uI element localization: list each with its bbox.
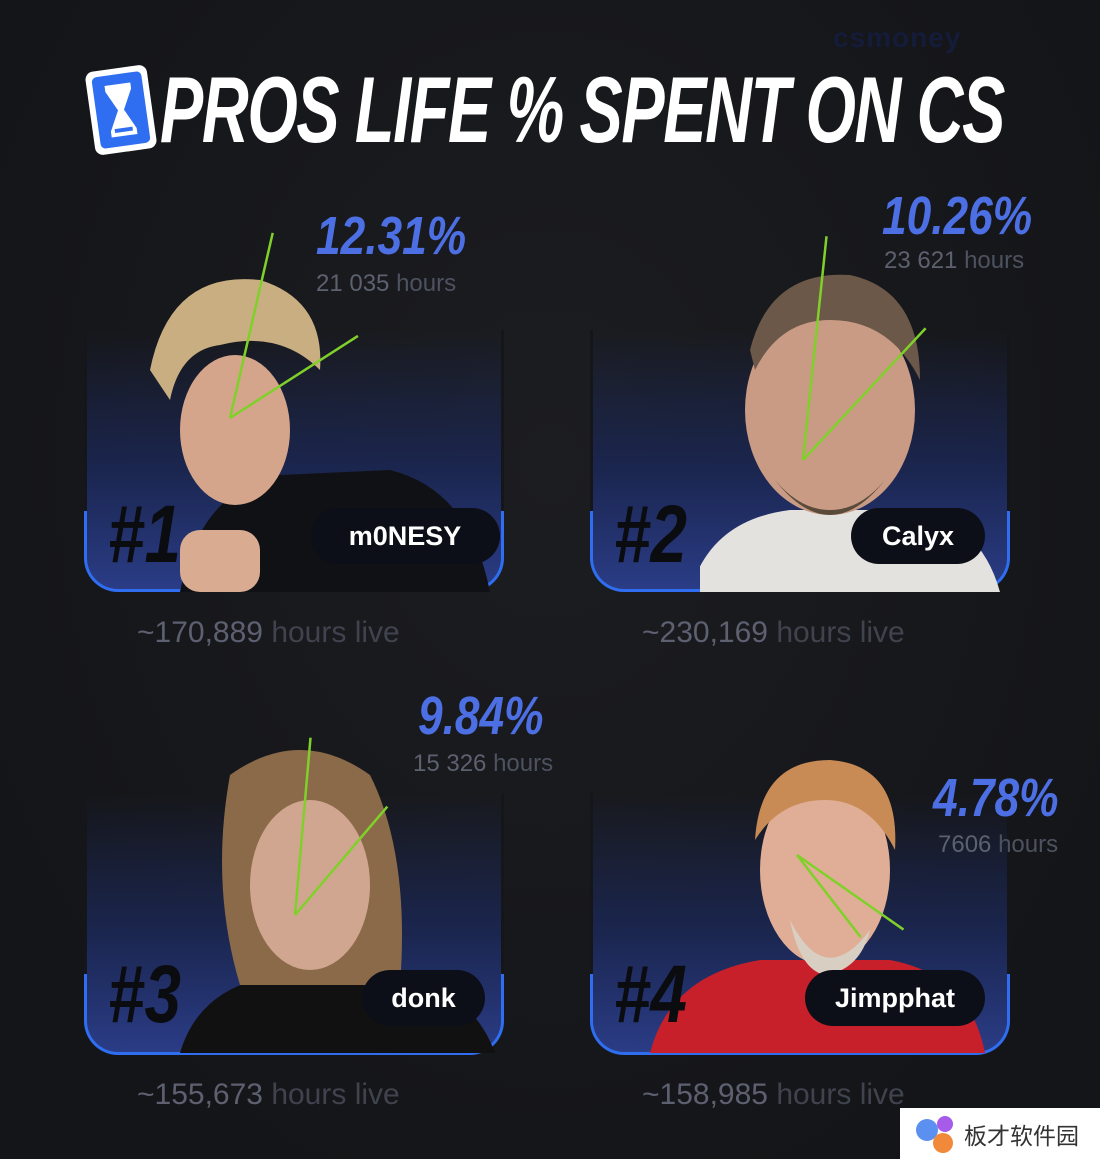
rank-label: #1 bbox=[108, 489, 181, 580]
life-percent: 12.31% bbox=[316, 206, 467, 266]
player-name-badge: m0NESY bbox=[310, 508, 500, 564]
rank-label: #4 bbox=[614, 949, 687, 1040]
rank-label: #2 bbox=[614, 489, 687, 580]
hours-played: 15 326 hours bbox=[413, 750, 554, 777]
brand-badge: 板才软件园 bbox=[900, 1108, 1100, 1159]
hours-live: ~170,889 hours live bbox=[137, 616, 400, 649]
brand-logo-icon bbox=[916, 1115, 953, 1153]
hours-played: 23 621 hours bbox=[884, 247, 1025, 274]
life-percent: 10.26% bbox=[882, 186, 1033, 246]
player-name-badge: Calyx bbox=[851, 508, 985, 564]
life-percent: 9.84% bbox=[418, 686, 544, 746]
hours-played: 21 035 hours bbox=[316, 270, 457, 297]
life-percent: 4.78% bbox=[933, 768, 1059, 828]
hours-live: ~155,673 hours live bbox=[137, 1078, 400, 1111]
hours-live: ~230,169 hours live bbox=[642, 616, 905, 649]
player-photo-1 bbox=[150, 279, 490, 592]
page-title: PROS LIFE % SPENT ON CS bbox=[160, 57, 1005, 162]
hours-live: ~158,985 hours live bbox=[642, 1078, 905, 1111]
player-name-badge: donk bbox=[362, 970, 485, 1026]
hourglass-icon bbox=[85, 65, 157, 155]
player-name-badge: Jimpphat bbox=[805, 970, 985, 1026]
brand-name: 板才软件园 bbox=[964, 1122, 1079, 1149]
watermark-logo: csmoney bbox=[833, 22, 962, 53]
rank-label: #3 bbox=[108, 949, 181, 1040]
hours-played: 7606 hours bbox=[938, 831, 1059, 858]
